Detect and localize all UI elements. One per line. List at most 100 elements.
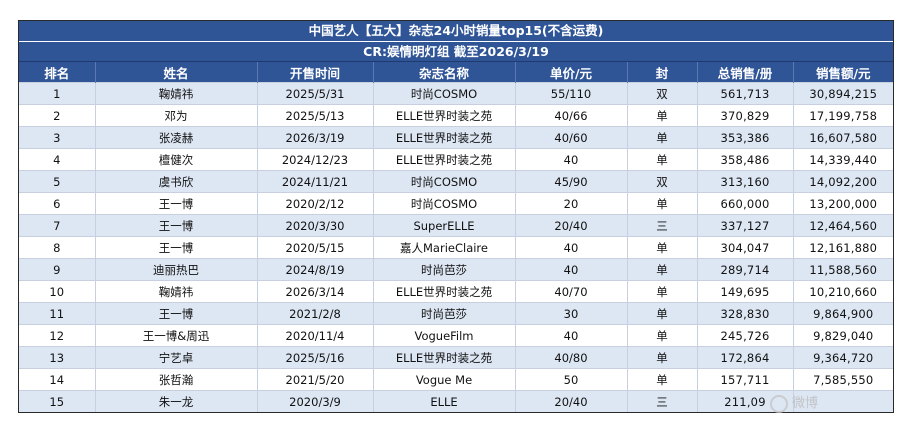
table-body: 1 鞠婧祎 2025/5/31 时尚COSMO 55/110 双 561,713 30,894… bbox=[19, 82, 893, 412]
cover-cell: 单 bbox=[627, 302, 698, 325]
cover-cell: 三 bbox=[627, 390, 698, 412]
total-copies-cell: 304,047 bbox=[697, 236, 794, 259]
table-row: 5 虞书欣 2024/11/21 时尚COSMO 45/90 双 313,160 14,092… bbox=[19, 170, 893, 193]
name-cell: 檀健次 bbox=[95, 148, 258, 171]
unit-price-cell: 20/40 bbox=[515, 390, 628, 412]
table-row: 8 王一博 2020/5/15 嘉人MarieClaire 40 单 304,047 12,1… bbox=[19, 236, 893, 259]
watermark: 微博 bbox=[770, 393, 900, 415]
name-cell: 邓为 bbox=[95, 104, 258, 127]
table-row: 14 张哲瀚 2021/5/20 Vogue Me 50 单 157,711 7,585,55… bbox=[19, 368, 893, 391]
table-row: 9 迪丽热巴 2024/8/19 时尚芭莎 40 单 289,714 11,588,560 bbox=[19, 258, 893, 281]
total-copies-cell: 358,486 bbox=[697, 148, 794, 171]
magazine-cell: ELLE世界时装之苑 bbox=[373, 346, 516, 369]
magazine-cell: 时尚芭莎 bbox=[373, 258, 516, 281]
release-date-cell: 2024/8/19 bbox=[257, 258, 374, 281]
release-date-cell: 2020/3/30 bbox=[257, 214, 374, 237]
revenue-cell: 7,585,550 bbox=[793, 368, 893, 391]
cover-cell: 单 bbox=[627, 280, 698, 303]
name-cell: 鞠婧祎 bbox=[95, 82, 258, 105]
name-cell: 张凌赫 bbox=[95, 126, 258, 149]
col-header-rank: 排名 bbox=[19, 62, 96, 83]
revenue-cell bbox=[793, 390, 893, 412]
release-date-cell: 2024/12/23 bbox=[257, 148, 374, 171]
col-header-cover: 封 bbox=[627, 62, 698, 83]
watermark-text: 微博 bbox=[792, 396, 819, 411]
magazine-cell: ELLE世界时装之苑 bbox=[373, 104, 516, 127]
rank-cell: 5 bbox=[19, 170, 96, 193]
revenue-cell: 17,199,758 bbox=[793, 104, 893, 127]
name-cell: 宁艺卓 bbox=[95, 346, 258, 369]
rank-cell: 12 bbox=[19, 324, 96, 347]
unit-price-cell: 40/60 bbox=[515, 126, 628, 149]
cover-cell: 双 bbox=[627, 82, 698, 105]
release-date-cell: 2026/3/14 bbox=[257, 280, 374, 303]
table-row: 1 鞠婧祎 2025/5/31 时尚COSMO 55/110 双 561,713 30,894… bbox=[19, 82, 893, 105]
total-copies-cell: 149,695 bbox=[697, 280, 794, 303]
name-cell: 王一博 bbox=[95, 236, 258, 259]
name-cell: 王一博 bbox=[95, 214, 258, 237]
name-cell: 王一博&周迅 bbox=[95, 324, 258, 347]
revenue-cell: 11,588,560 bbox=[793, 258, 893, 281]
magazine-cell: SuperELLE bbox=[373, 214, 516, 237]
revenue-cell: 13,200,000 bbox=[793, 192, 893, 215]
header-row: 排名 姓名 开售时间 杂志名称 单价/元 封 总销售/册 销售额/元 bbox=[19, 62, 893, 83]
rank-cell: 3 bbox=[19, 126, 96, 149]
rank-cell: 2 bbox=[19, 104, 96, 127]
revenue-cell: 30,894,215 bbox=[793, 82, 893, 105]
cover-cell: 单 bbox=[627, 368, 698, 391]
col-header-magazine: 杂志名称 bbox=[373, 62, 516, 83]
magazine-cell: 嘉人MarieClaire bbox=[373, 236, 516, 259]
col-header-release-date: 开售时间 bbox=[257, 62, 374, 83]
rank-cell: 11 bbox=[19, 302, 96, 325]
unit-price-cell: 40 bbox=[515, 148, 628, 171]
unit-price-cell: 40 bbox=[515, 236, 628, 259]
total-copies-cell: 337,127 bbox=[697, 214, 794, 237]
release-date-cell: 2020/3/9 bbox=[257, 390, 374, 412]
magazine-cell: 时尚COSMO bbox=[373, 170, 516, 193]
cover-cell: 单 bbox=[627, 148, 698, 171]
cover-cell: 单 bbox=[627, 258, 698, 281]
revenue-cell: 16,607,580 bbox=[793, 126, 893, 149]
unit-price-cell: 55/110 bbox=[515, 82, 628, 105]
unit-price-cell: 45/90 bbox=[515, 170, 628, 193]
release-date-cell: 2025/5/13 bbox=[257, 104, 374, 127]
cover-cell: 双 bbox=[627, 170, 698, 193]
rank-cell: 4 bbox=[19, 148, 96, 171]
name-cell: 王一博 bbox=[95, 192, 258, 215]
revenue-cell: 12,464,560 bbox=[793, 214, 893, 237]
table-row: 6 王一博 2020/2/12 时尚COSMO 20 单 660,000 13,200,000 bbox=[19, 192, 893, 215]
revenue-cell: 14,339,440 bbox=[793, 148, 893, 171]
release-date-cell: 2020/11/4 bbox=[257, 324, 374, 347]
release-date-cell: 2024/11/21 bbox=[257, 170, 374, 193]
release-date-cell: 2020/5/15 bbox=[257, 236, 374, 259]
rank-cell: 9 bbox=[19, 258, 96, 281]
total-copies-cell: 313,160 bbox=[697, 170, 794, 193]
cover-cell: 单 bbox=[627, 346, 698, 369]
rank-cell: 1 bbox=[19, 82, 96, 105]
rank-cell: 7 bbox=[19, 214, 96, 237]
name-cell: 张哲瀚 bbox=[95, 368, 258, 391]
weibo-logo-icon bbox=[770, 394, 788, 413]
rank-cell: 14 bbox=[19, 368, 96, 391]
col-header-revenue: 销售额/元 bbox=[793, 62, 893, 83]
total-copies-cell: 211,09 bbox=[697, 390, 794, 412]
sales-table: 排名 姓名 开售时间 杂志名称 单价/元 封 总销售/册 销售额/元 1 鞠婧祎 2… bbox=[19, 62, 893, 412]
cover-cell: 单 bbox=[627, 236, 698, 259]
table-row: 7 王一博 2020/3/30 SuperELLE 20/40 三 337,127 12,46… bbox=[19, 214, 893, 237]
total-copies-cell: 353,386 bbox=[697, 126, 794, 149]
table-row: 3 张凌赫 2026/3/19 ELLE世界时装之苑 40/60 单 353,386 16,6… bbox=[19, 126, 893, 149]
total-copies-cell: 157,711 bbox=[697, 368, 794, 391]
name-cell: 王一博 bbox=[95, 302, 258, 325]
revenue-cell: 14,092,200 bbox=[793, 170, 893, 193]
release-date-cell: 2020/2/12 bbox=[257, 192, 374, 215]
col-header-unit-price: 单价/元 bbox=[515, 62, 628, 83]
cover-cell: 单 bbox=[627, 104, 698, 127]
name-cell: 鞠婧祎 bbox=[95, 280, 258, 303]
table-row: 4 檀健次 2024/12/23 ELLE世界时装之苑 40 单 358,486 14,339… bbox=[19, 148, 893, 171]
total-copies-cell: 660,000 bbox=[697, 192, 794, 215]
unit-price-cell: 40 bbox=[515, 324, 628, 347]
sales-table-card: 中国艺人【五大】杂志24小时销量top15(不含运费) CR:娱情明灯组 截至2… bbox=[18, 20, 894, 413]
magazine-cell: ELLE世界时装之苑 bbox=[373, 280, 516, 303]
unit-price-cell: 20 bbox=[515, 192, 628, 215]
total-copies-cell: 370,829 bbox=[697, 104, 794, 127]
